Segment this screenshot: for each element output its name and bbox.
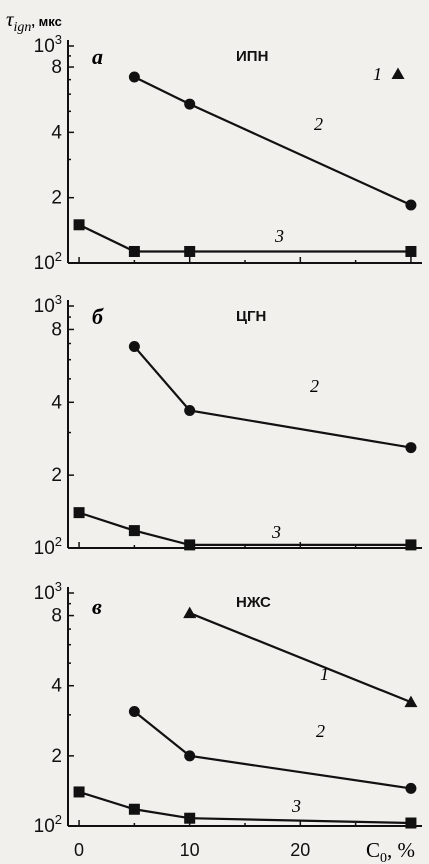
y-tick-label: 102: [34, 534, 62, 559]
series-label: 2: [314, 114, 323, 134]
data-point-square: [128, 803, 140, 815]
series-1: 1: [183, 606, 418, 708]
series-label: 1: [373, 64, 382, 84]
y-tick-base: 10: [34, 36, 55, 57]
y-axis-unit: , мкс: [31, 14, 61, 29]
x-axis-unit: , %: [387, 838, 415, 862]
data-point-triangle: [183, 606, 197, 619]
data-point-circle: [405, 442, 417, 454]
x-axis-subscript: 0: [380, 851, 387, 864]
data-point-square: [184, 245, 196, 257]
y-tick-exponent: 2: [55, 812, 62, 827]
series-label: 2: [316, 721, 325, 741]
data-point-circle: [405, 782, 417, 794]
data-point-square: [184, 812, 196, 824]
y-tick-base: 10: [34, 253, 55, 274]
series-line: [133, 345, 412, 449]
series-2: 2: [128, 71, 417, 211]
data-point-square: [73, 786, 85, 798]
panel-letter: б: [92, 304, 104, 329]
x-tick-label: 20: [290, 840, 310, 860]
y-tick-label: 8: [51, 57, 62, 78]
x-tick-labels: 0 10 20: [74, 840, 310, 860]
series-line: [133, 75, 412, 207]
y-axis-label: τign, мкс: [6, 7, 62, 35]
data-point-square: [405, 245, 417, 257]
data-point-square: [184, 539, 196, 551]
panel-letter: а: [92, 44, 103, 69]
y-tick-exponent: 2: [55, 534, 62, 549]
x-tick-label: 0: [74, 840, 84, 860]
series-line: [189, 612, 412, 704]
y-tick-base: 10: [34, 296, 55, 317]
x-axis-symbol: C: [366, 838, 380, 862]
y-tick-base: 10: [34, 538, 55, 559]
data-point-square: [73, 507, 85, 519]
series-1: 1: [373, 64, 405, 84]
data-point-square: [73, 219, 85, 231]
y-axis-symbol: τ: [6, 7, 15, 31]
y-tick-label: 4: [51, 676, 62, 697]
series-line: [78, 223, 411, 253]
y-tick-exponent: 3: [55, 292, 62, 307]
y-tick-label: 102: [34, 249, 62, 274]
panel-name: НЖС: [236, 594, 271, 611]
y-tick-label: 103: [34, 579, 62, 604]
y-tick-exponent: 3: [55, 32, 62, 47]
panel-name: ИПН: [236, 48, 268, 65]
y-tick-label: 102: [34, 812, 62, 837]
data-point-square: [128, 525, 140, 537]
series-3: 3: [73, 507, 417, 551]
data-point-circle: [128, 71, 140, 83]
panel-name: ЦГН: [236, 308, 266, 325]
y-tick-label: 8: [51, 606, 62, 627]
series-label: 1: [320, 664, 329, 684]
legend-marker-triangle: [391, 67, 405, 79]
x-axis-label: C0, %: [366, 838, 415, 864]
series-label: 3: [271, 522, 281, 542]
y-axis-subscript: ign: [14, 20, 32, 35]
series-line: [78, 511, 411, 546]
y-tick-label: 8: [51, 319, 62, 340]
data-point-triangle: [404, 695, 418, 708]
data-point-circle: [128, 706, 140, 718]
series-label: 2: [310, 376, 319, 396]
data-point-circle: [184, 404, 196, 416]
series-label: 3: [274, 226, 284, 246]
data-point-square: [128, 245, 140, 257]
y-tick-label: 2: [51, 465, 62, 486]
data-point-circle: [184, 750, 196, 762]
y-tick-base: 10: [34, 583, 55, 604]
data-point-circle: [128, 341, 140, 353]
series-line: [133, 710, 412, 790]
data-point-square: [405, 817, 417, 829]
y-tick-label: 2: [51, 746, 62, 767]
data-point-square: [405, 539, 417, 551]
series-line: [78, 790, 411, 825]
data-point-circle: [184, 98, 196, 110]
series-label: 3: [291, 796, 301, 816]
y-tick-label: 4: [51, 392, 62, 413]
y-tick-label: 4: [51, 122, 62, 143]
y-tick-exponent: 2: [55, 249, 62, 264]
y-tick-label: 103: [34, 292, 62, 317]
series-3: 3: [73, 219, 417, 257]
y-tick-label: 103: [34, 32, 62, 57]
y-tick-label: 2: [51, 188, 62, 209]
series-2: 2: [128, 706, 417, 794]
series-2: 2: [128, 341, 417, 454]
panel-letter: в: [92, 594, 102, 619]
y-tick-exponent: 3: [55, 579, 62, 594]
x-tick-label: 10: [180, 840, 200, 860]
data-point-circle: [405, 199, 417, 211]
series-3: 3: [73, 786, 417, 829]
y-tick-base: 10: [34, 816, 55, 837]
